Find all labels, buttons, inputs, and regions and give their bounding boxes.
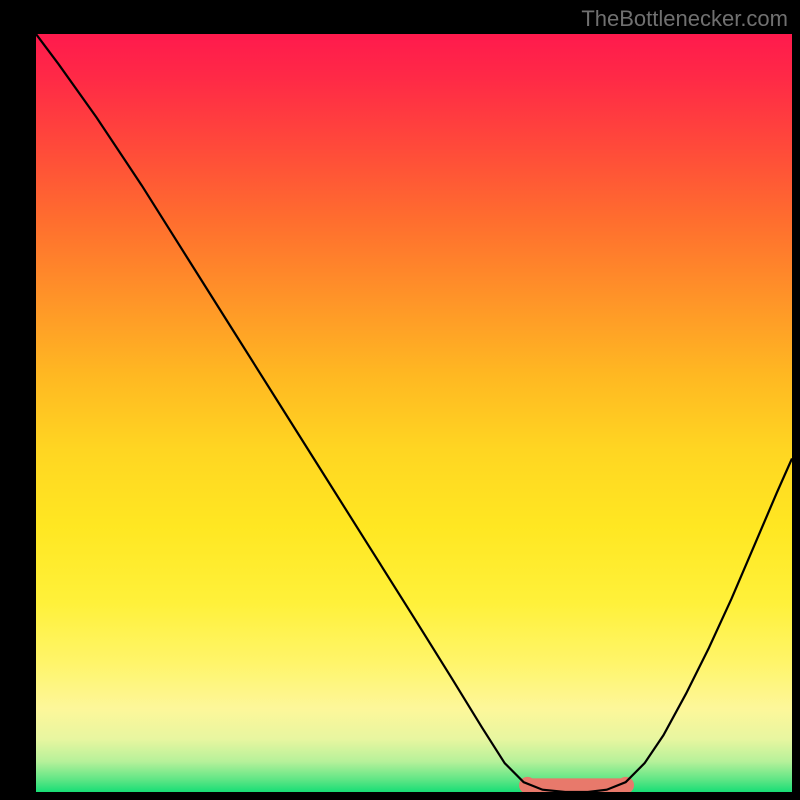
marker-band — [519, 777, 634, 792]
chart-plot-area — [36, 34, 792, 792]
chart-svg — [36, 34, 792, 792]
chart-background — [36, 34, 792, 792]
watermark-text: TheBottlenecker.com — [581, 6, 788, 32]
